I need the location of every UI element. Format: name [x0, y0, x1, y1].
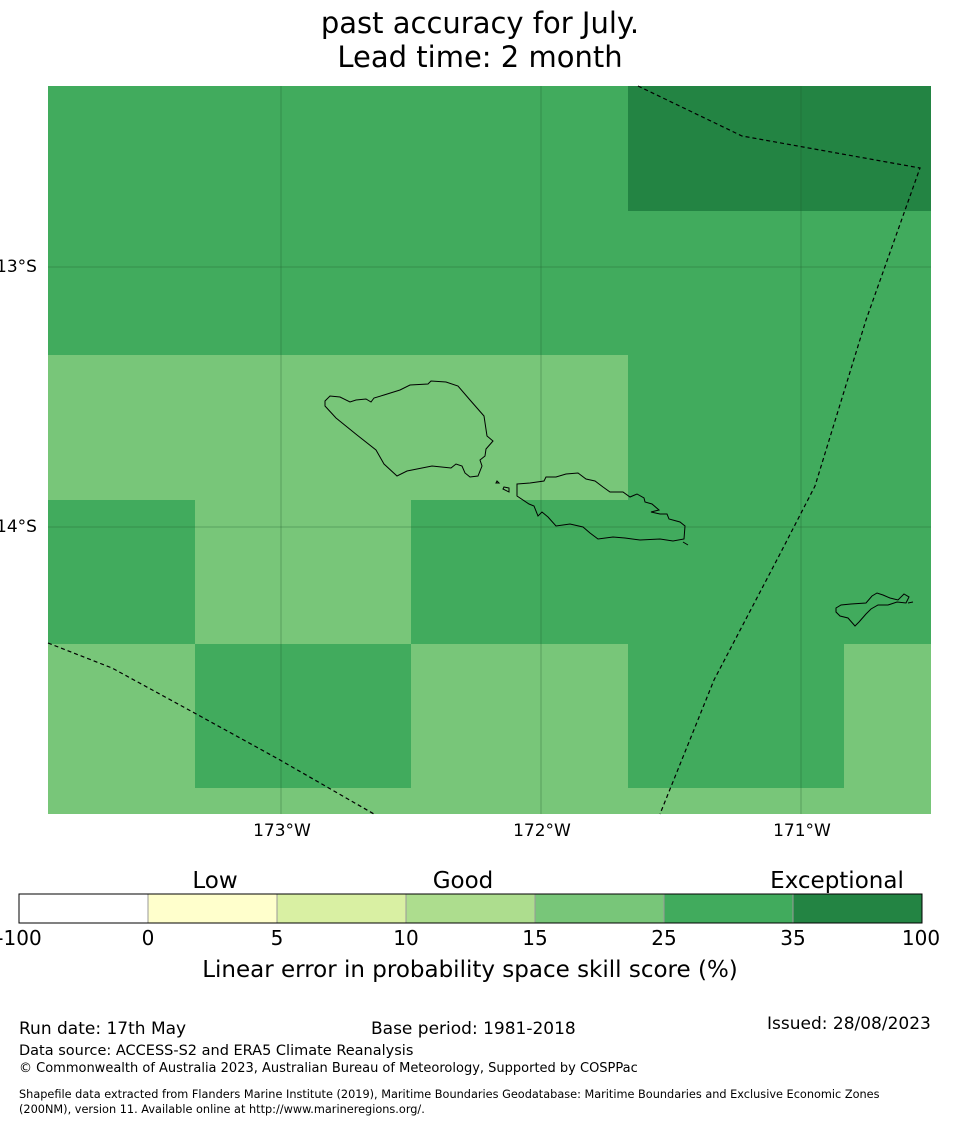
grid-cell	[48, 500, 195, 644]
lon-label-172w: 172°W	[513, 821, 571, 841]
upolu-tip	[682, 541, 689, 546]
data-source: Data source: ACCESS-S2 and ERA5 Climate …	[19, 1043, 414, 1059]
lon-label-173w: 173°W	[253, 821, 311, 841]
tutuila-island	[835, 592, 910, 627]
eez-boundary-line	[47, 642, 375, 815]
colorbar-frame	[18, 893, 923, 924]
manono-islet	[495, 480, 501, 484]
colorbar-segment	[793, 894, 922, 923]
colorbar-segment	[148, 894, 277, 923]
lat-label-14s: 14°S	[0, 517, 37, 537]
category-good: Good	[432, 868, 494, 894]
run-date: Run date: 17th May	[19, 1019, 187, 1039]
colorbar-segment	[406, 894, 535, 923]
colorbar-tick: 15	[522, 926, 548, 950]
grid-cell	[195, 644, 411, 788]
shapefile-credit-line-2: (200NM), version 11. Available online at…	[19, 1103, 425, 1116]
grid-cell	[628, 644, 844, 788]
skill-grid	[48, 86, 931, 814]
colorbar-segment	[19, 894, 148, 923]
colorbar-tick: 25	[651, 926, 677, 950]
apolima-islet	[502, 486, 510, 493]
map-title-line-1: past accuracy for July.	[320, 6, 640, 40]
grid-cell	[628, 86, 931, 211]
colorbar-segment	[535, 894, 664, 923]
colorbar-tick: 10	[393, 926, 419, 950]
colorbar-tick: 35	[780, 926, 806, 950]
colorbar-tick: 100	[901, 926, 941, 950]
graticule	[48, 86, 931, 814]
base-period: Base period: 1981-2018	[371, 1019, 576, 1039]
upolu-island	[516, 472, 686, 542]
colorbar-segment	[277, 894, 406, 923]
eez-boundaries	[47, 85, 921, 815]
map-title-line-2: Lead time: 2 month	[337, 40, 623, 74]
copyright-notice: © Commonwealth of Australia 2023, Austra…	[19, 1061, 638, 1076]
islands	[324, 380, 914, 627]
grid-cell	[411, 500, 628, 644]
shapefile-credit-line-1: Shapefile data extracted from Flanders M…	[19, 1088, 880, 1101]
aunuu-islet	[907, 601, 914, 604]
lon-label-171w: 171°W	[773, 821, 831, 841]
category-exceptional: Exceptional	[770, 868, 904, 894]
colorbar-segment	[664, 894, 793, 923]
colorbar-tick: -100	[0, 926, 42, 950]
category-low: Low	[192, 868, 238, 894]
grid-cell	[48, 86, 628, 355]
issued-date: Issued: 28/08/2023	[767, 1014, 931, 1034]
savaii-island	[324, 380, 494, 478]
colorbar	[18, 893, 923, 924]
colorbar-label: Linear error in probability space skill …	[202, 957, 738, 983]
colorbar-tick: 0	[141, 926, 155, 950]
lat-label-13s: 13°S	[0, 257, 37, 277]
skill-map	[47, 85, 931, 815]
colorbar-tick: 5	[270, 926, 284, 950]
